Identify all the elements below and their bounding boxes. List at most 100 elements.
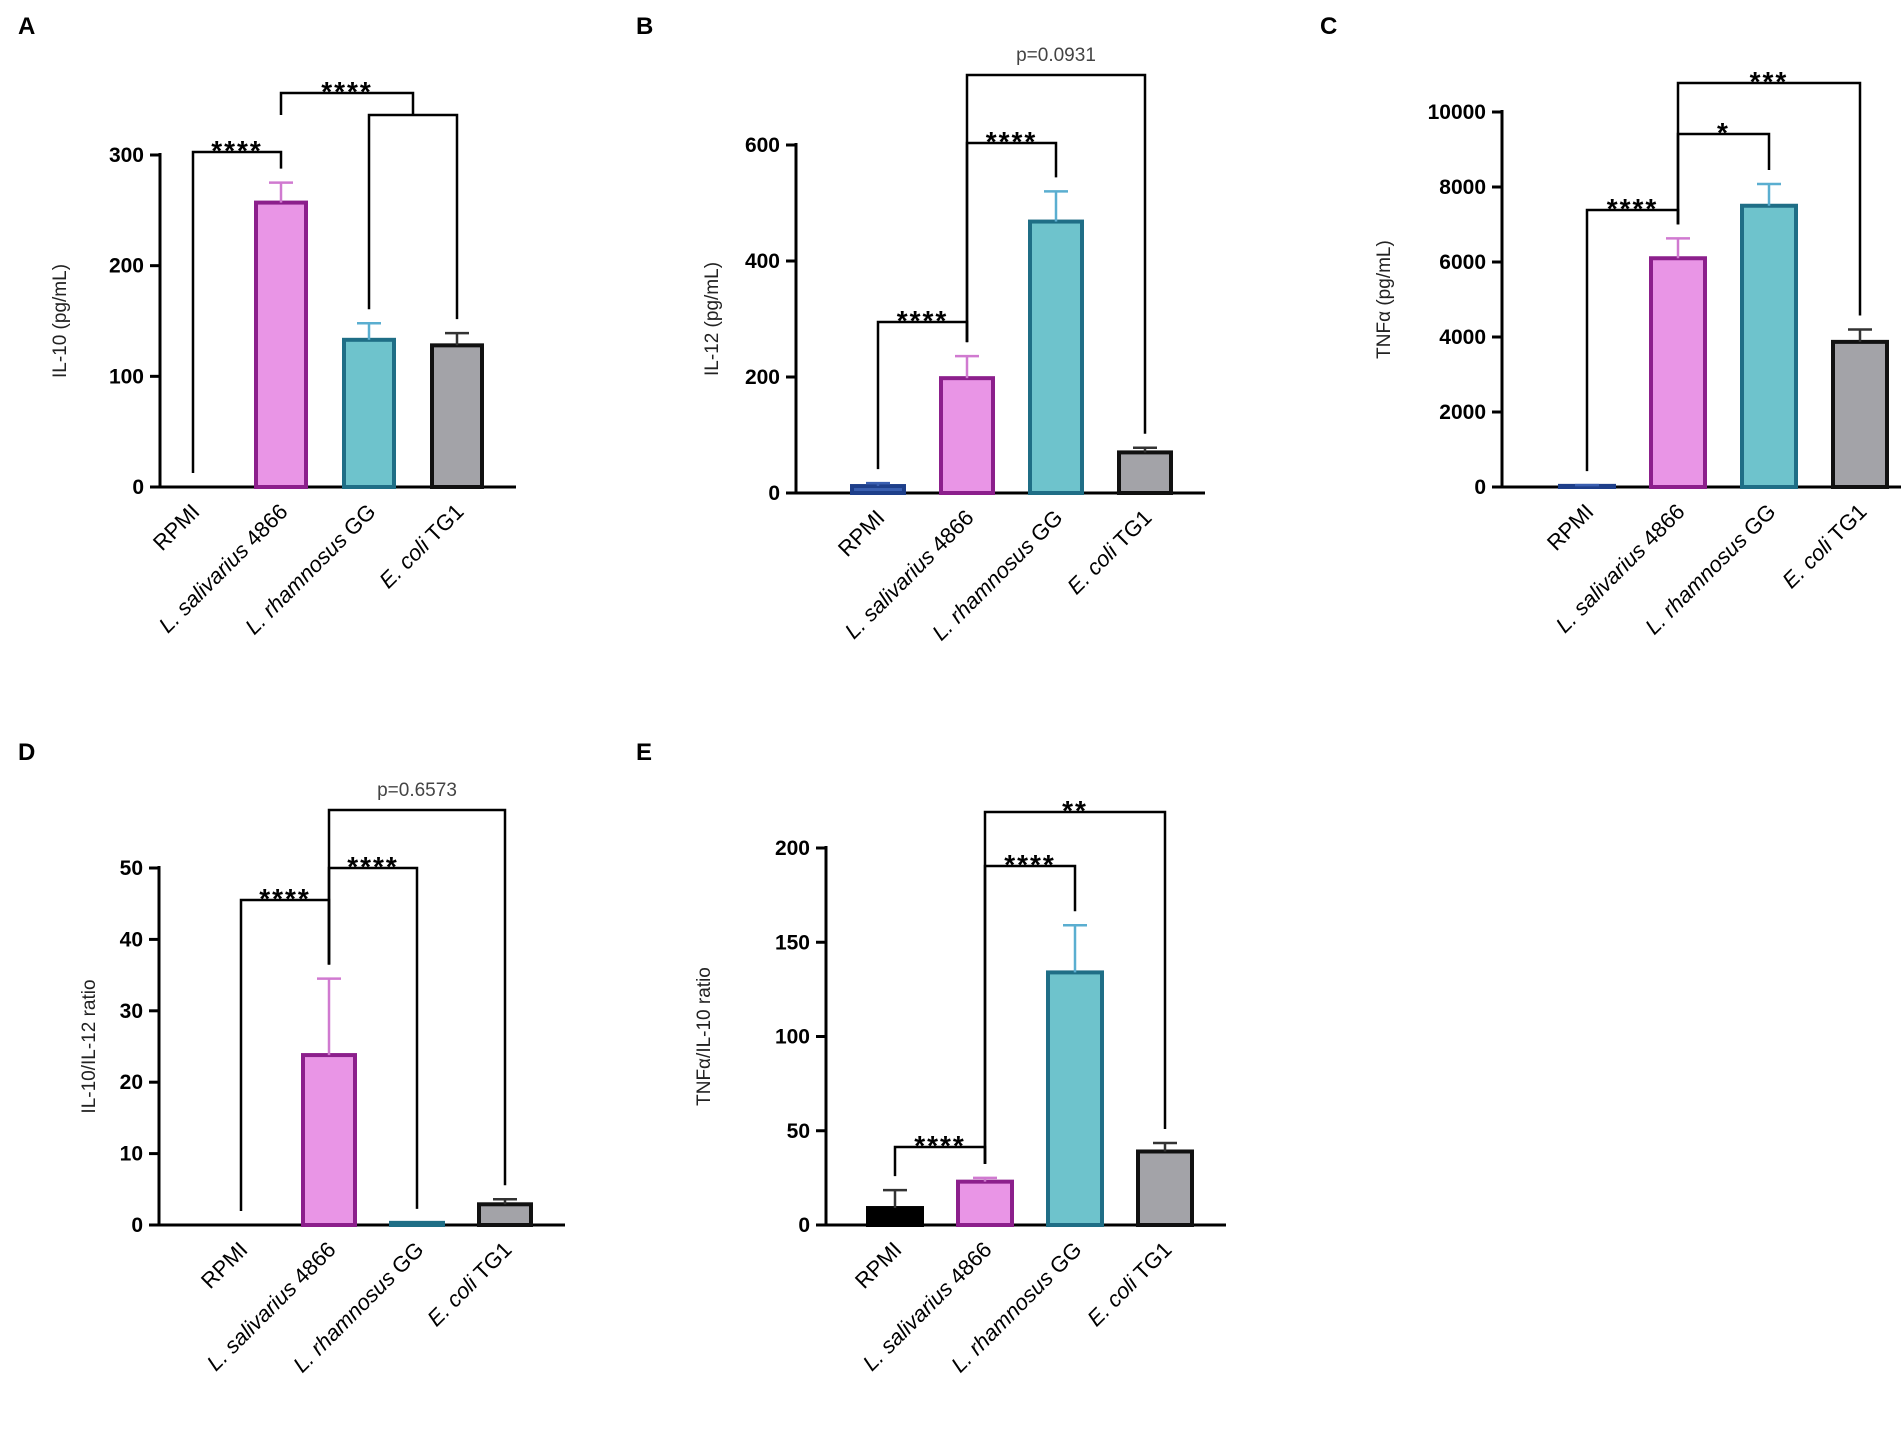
significance-label: ****	[914, 1130, 966, 1161]
y-tick-label: 200	[109, 255, 144, 278]
y-tick-label: 0	[131, 1214, 143, 1237]
panel-letter: C	[1320, 13, 1337, 40]
category-strain: 4866	[940, 1237, 997, 1294]
bracket-line	[983, 810, 1167, 1164]
y-axis-title: TNFα/IL-10 ratio	[694, 967, 715, 1106]
bracket-line	[1676, 81, 1862, 316]
y-tick-label: 0	[798, 1214, 810, 1237]
significance-label: ****	[1607, 193, 1659, 224]
y-tick-label: 40	[120, 928, 143, 951]
y-axis-title: TNFα (pg/mL)	[1374, 240, 1395, 359]
x-category-label: E. coli TG1	[1082, 1237, 1176, 1331]
panel-letter: D	[18, 739, 35, 766]
bar-2	[254, 200, 308, 489]
y-tick-label: 10	[120, 1143, 143, 1166]
y-tick-label: 6000	[1439, 251, 1486, 274]
y-axis-title: IL-10/IL-12 ratio	[79, 979, 100, 1113]
x-category-label: RPMI	[1542, 499, 1599, 556]
y-axis-title: IL-12 (pg/mL)	[702, 262, 723, 376]
x-category-label: E. coli TG1	[1062, 505, 1156, 599]
bar-2	[956, 1179, 1014, 1228]
y-tick-label: 200	[745, 366, 780, 389]
bracket-line	[367, 113, 459, 320]
significance-label: ****	[897, 305, 949, 336]
category-name: L. salivarius	[202, 1276, 302, 1376]
bar-4	[1117, 450, 1173, 495]
significance-label: ***	[1750, 66, 1789, 97]
category-strain: 4866	[1633, 499, 1690, 556]
significance-label: ****	[321, 76, 373, 107]
significance-label: **	[1062, 795, 1088, 826]
significance-label: *	[1717, 117, 1730, 148]
significance-label: ****	[259, 883, 311, 914]
bar-1	[866, 1206, 924, 1228]
y-tick-label: 300	[109, 144, 144, 167]
y-tick-label: 100	[775, 1026, 810, 1049]
significance-label: ****	[986, 126, 1038, 157]
category-name: L. salivarius	[1551, 538, 1651, 638]
y-tick-label: 400	[745, 250, 780, 273]
bracket-line	[327, 808, 507, 1186]
bar-4	[477, 1202, 533, 1227]
bar-4	[1136, 1149, 1194, 1227]
y-tick-label: 8000	[1439, 176, 1486, 199]
x-category-label: RPMI	[148, 499, 205, 556]
category-name: RPMI	[196, 1237, 253, 1294]
x-category-label: E. coli TG1	[374, 499, 468, 593]
y-tick-label: 200	[775, 837, 810, 860]
y-tick-label: 0	[768, 482, 780, 505]
category-strain: 4866	[236, 499, 293, 556]
y-axis-title: IL-10 (pg/mL)	[50, 264, 71, 378]
category-name: RPMI	[833, 505, 890, 562]
category-name: RPMI	[148, 499, 205, 556]
category-name: L. salivarius	[840, 544, 940, 644]
y-tick-label: 30	[120, 1000, 143, 1023]
bar-3	[389, 1220, 445, 1228]
bar-3	[342, 337, 396, 489]
x-category-label: E. coli TG1	[422, 1237, 516, 1331]
bar-1	[850, 484, 906, 496]
y-tick-label: 50	[120, 857, 143, 880]
y-tick-label: 2000	[1439, 401, 1486, 424]
y-tick-label: 10000	[1428, 101, 1486, 124]
bar-4	[1831, 339, 1889, 489]
category-strain: 4866	[922, 505, 979, 562]
bar-2	[1649, 256, 1707, 489]
category-name: L. salivarius	[154, 538, 254, 638]
bracket-line	[279, 91, 415, 115]
x-category-label: RPMI	[196, 1237, 253, 1294]
category-name: RPMI	[1542, 499, 1599, 556]
bar-3	[1740, 203, 1798, 489]
panel-letter: A	[18, 13, 35, 40]
panel-c: C 0 2000 4000 6000 8000 10000 TNFα (pg/mL) RPMIL…	[1320, 13, 1901, 639]
y-tick-label: 20	[120, 1071, 143, 1094]
significance-label: ****	[347, 851, 399, 882]
panel-letter: B	[636, 13, 653, 40]
category-name: RPMI	[850, 1237, 907, 1294]
bar-2	[301, 1053, 357, 1227]
y-tick-label: 100	[109, 365, 144, 388]
significance-label: ****	[1004, 849, 1056, 880]
y-tick-label: 50	[787, 1120, 810, 1143]
x-category-label: E. coli TG1	[1777, 499, 1871, 593]
category-name: L. salivarius	[858, 1276, 958, 1376]
y-tick-label: 600	[745, 134, 780, 157]
bracket-line	[191, 150, 283, 473]
y-tick-label: 0	[132, 476, 144, 499]
category-strain: 4866	[284, 1237, 341, 1294]
x-category-label: RPMI	[850, 1237, 907, 1294]
bracket-line	[965, 73, 1147, 434]
p-value-label: p=0.0931	[1016, 45, 1096, 66]
y-tick-label: 4000	[1439, 326, 1486, 349]
bar-3	[1028, 219, 1084, 495]
significance-label: ****	[211, 135, 263, 166]
x-category-label: RPMI	[833, 505, 890, 562]
panel-letter: E	[636, 739, 652, 766]
p-value-label: p=0.6573	[377, 780, 457, 801]
bar-2	[939, 376, 995, 495]
